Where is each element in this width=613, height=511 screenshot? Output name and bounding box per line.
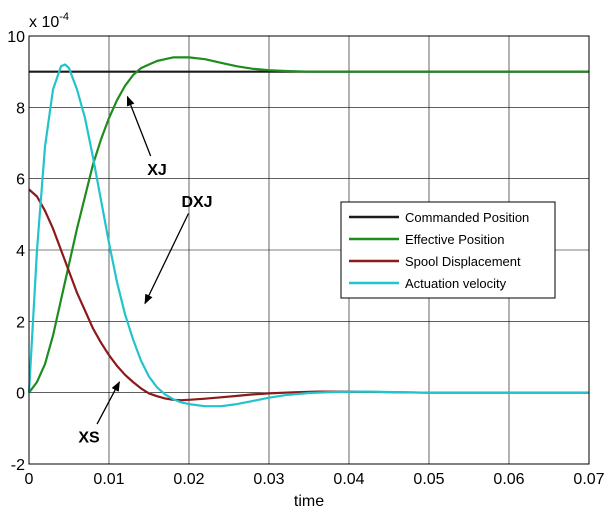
series-line-3 [28,188,589,402]
y-tick-label: 8 [16,100,25,117]
grid [29,36,589,464]
y-tick-label: -2 [11,457,25,474]
series-layer [27,56,589,408]
legend-label: Commanded Position [405,210,529,225]
y-tick-label: 10 [7,29,25,46]
annotation-arrow [126,95,152,157]
x-tick-label: 0.07 [573,471,604,488]
legend: Commanded Position Effective Position Spoo… [340,201,556,299]
legend-label: Spool Displacement [405,254,521,269]
x-tick-label: 0.03 [253,471,284,488]
y-tick-label: 0 [16,386,25,403]
x-tick-label: 0.01 [93,471,124,488]
y-tick-label: 2 [16,314,25,331]
x-tick-label: 0.04 [333,471,364,488]
y-exponent-label: x 10-4 [29,11,69,31]
x-axis-label: time [294,493,324,510]
legend-label: Effective Position [405,232,504,247]
annotation-label: DXJ [181,194,212,211]
series-line-2 [28,56,589,394]
x-tick-label: 0.05 [413,471,444,488]
y-tick-label: 6 [16,172,25,189]
x-tick-label: 0 [25,471,34,488]
y-exponent-base: x 10 [29,14,59,31]
annotation-arrow [144,213,190,305]
series-line-4 [27,63,589,408]
annotation-label: XS [78,430,100,447]
y-tick-label: 4 [16,243,25,260]
y-exponent-power: -4 [59,11,69,23]
svg-text:x 10-4: x 10-4 [29,11,69,31]
legend-label: Actuation velocity [405,276,507,291]
annotation-arrow [96,381,120,425]
annotation-label: XJ [147,162,167,179]
annotations: XJ DXJ XS [78,95,213,447]
x-tick-label: 0.06 [493,471,524,488]
plot-frame [28,35,590,465]
x-tick-label: 0.02 [173,471,204,488]
